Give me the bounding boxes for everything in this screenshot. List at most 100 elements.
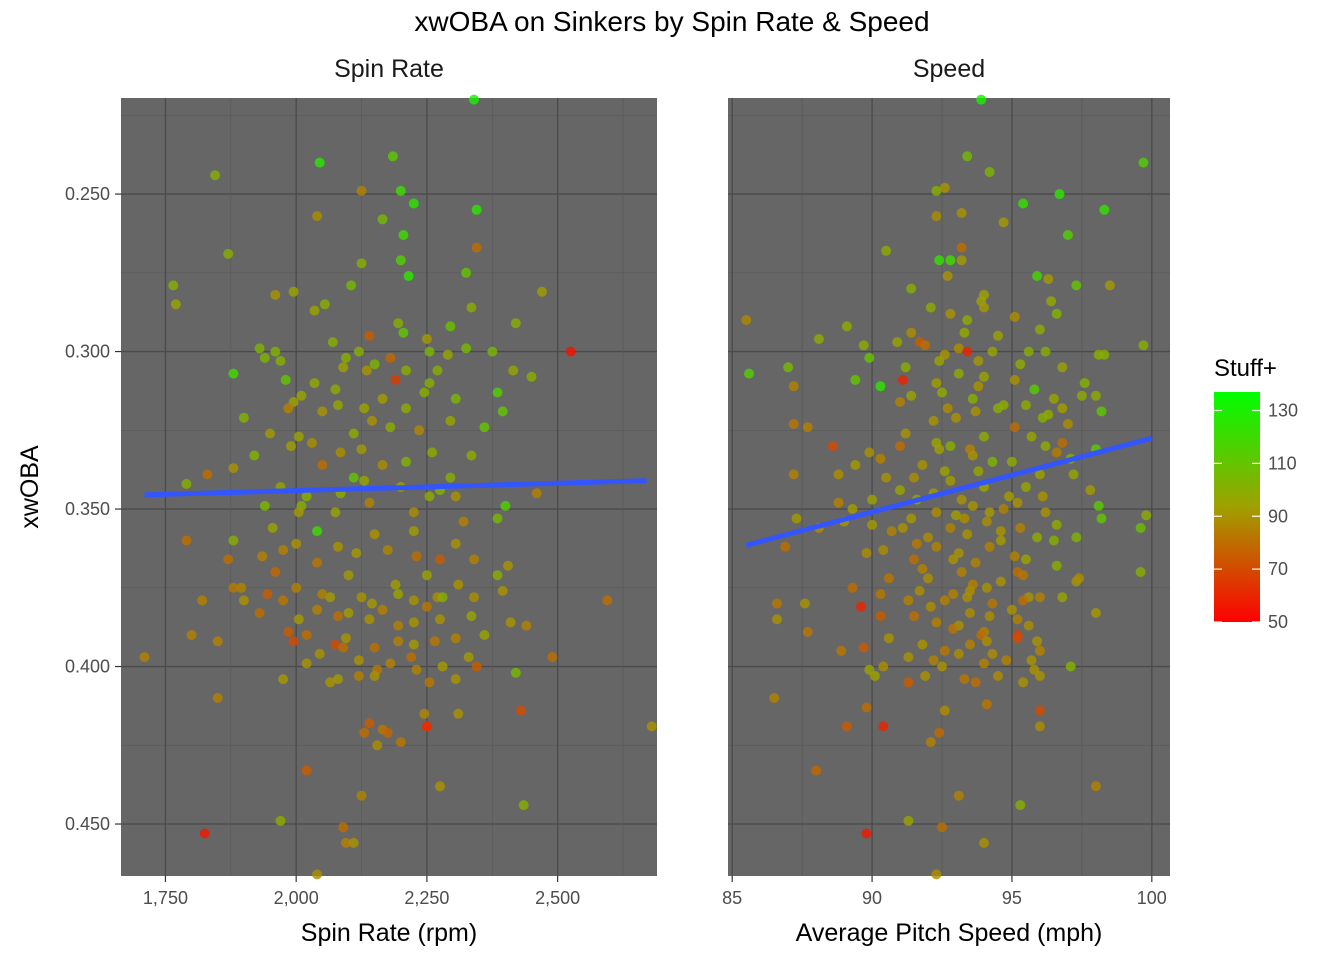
data-point [333,400,343,411]
data-point [531,488,542,499]
data-point [330,384,341,395]
x-tick-label: 85 [722,888,742,908]
panel-background [728,98,1170,876]
data-point [435,781,445,792]
data-point [867,494,878,505]
data-point [970,677,981,688]
data-point [301,765,312,776]
data-point [1006,456,1017,467]
data-point [367,598,377,609]
data-point [312,869,323,880]
data-point [981,582,992,593]
data-point [257,551,268,562]
data-point [903,677,914,688]
data-point [937,387,947,398]
data-point [995,576,1006,587]
data-point [878,721,889,732]
data-point [875,589,886,600]
data-point [931,185,942,196]
data-point [953,648,964,659]
data-point [976,94,987,105]
data-point [1141,510,1152,521]
data-point [970,557,981,568]
data-point [236,582,247,593]
data-point [364,330,375,341]
data-point [348,472,359,483]
data-point [270,567,281,577]
data-point [934,255,945,266]
data-point [293,431,304,442]
data-point [314,648,325,659]
data-point [979,302,989,313]
data-point [945,441,956,452]
data-point [565,346,576,357]
data-point [953,790,964,801]
data-point [435,614,445,625]
data-point [210,170,221,181]
data-point [897,374,908,385]
data-point [1046,296,1057,307]
data-point [325,677,336,688]
data-point [953,343,964,354]
data-point [788,469,799,480]
data-point [1138,340,1149,351]
data-point [427,447,438,458]
data-point [340,633,351,644]
data-point [1012,614,1023,625]
data-point [382,727,393,738]
data-point [492,387,503,398]
data-point [881,245,892,256]
data-point [799,598,810,609]
data-point [1034,324,1045,335]
data-point [356,790,367,801]
data-point [1085,485,1096,496]
data-point [858,340,869,351]
data-point [981,636,992,647]
data-point [390,374,401,385]
data-point [521,620,532,631]
data-point [419,708,430,719]
data-point [847,504,858,514]
data-point [421,721,432,732]
data-point [937,661,947,672]
data-point [401,365,411,376]
data-point [945,308,956,319]
data-point [931,211,942,222]
data-point [278,595,289,606]
data-point [283,403,294,414]
data-point [939,182,950,193]
data-point [469,592,479,603]
data-point [228,535,239,546]
data-point [291,582,302,593]
data-point [881,472,892,483]
data-point [296,390,307,401]
data-point [463,652,474,663]
data-point [1071,280,1082,291]
data-point [937,822,947,833]
y-tick-label: 0.450 [65,814,110,834]
data-point [813,334,824,344]
data-point [340,837,351,848]
data-point [424,491,435,502]
data-point [925,737,936,748]
data-point [228,368,239,379]
data-point [1062,230,1073,240]
data-point [1001,655,1012,666]
data-point [408,507,419,518]
data-point [1034,592,1045,603]
data-point [197,595,208,606]
legend-tick-label: 50 [1268,612,1288,632]
data-point [892,337,903,348]
data-point [850,374,861,385]
data-point [181,478,192,489]
data-point [855,601,866,612]
data-point [965,608,975,618]
data-point [429,636,440,647]
data-point [432,365,443,376]
data-point [987,648,998,659]
data-point [772,598,782,609]
data-point [325,592,336,603]
data-point [987,598,998,609]
data-point [333,611,343,622]
data-point [1026,655,1037,666]
